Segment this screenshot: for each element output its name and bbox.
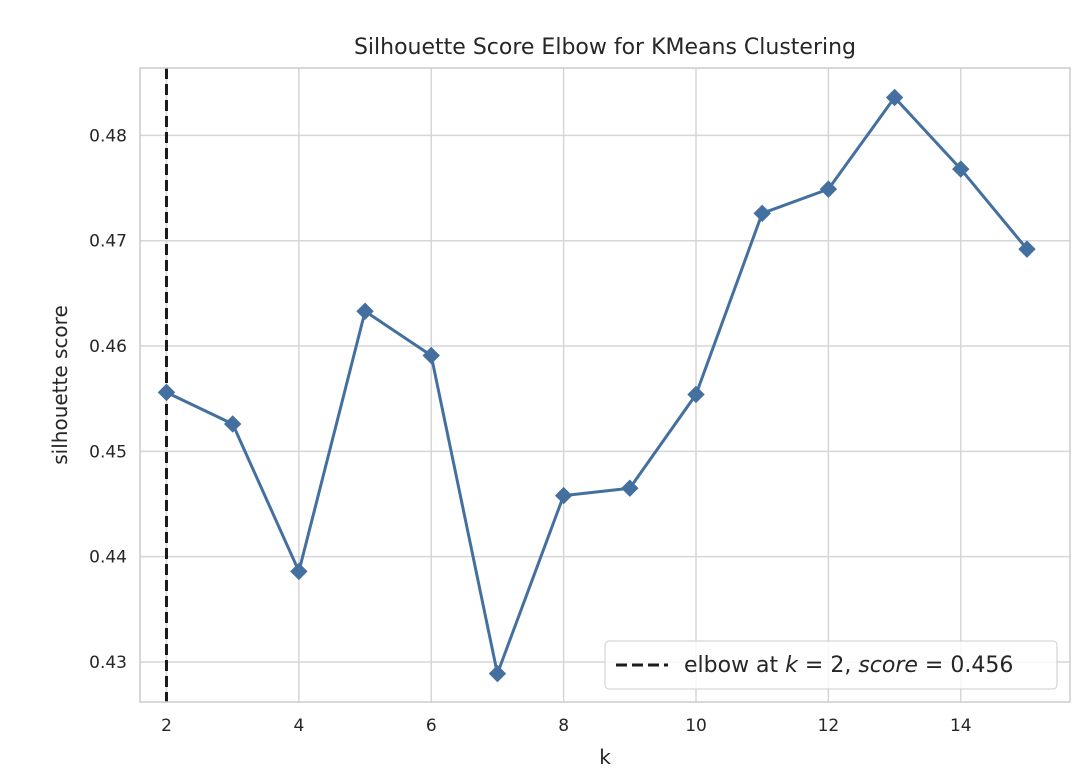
legend-k-value: = 2, — [798, 653, 858, 678]
x-tick-label: 8 — [558, 716, 569, 736]
data-point-marker — [554, 486, 573, 505]
x-tick-label: 12 — [818, 716, 840, 736]
data-point-marker — [157, 383, 176, 402]
series-layer — [157, 88, 1036, 683]
legend-score-value: = 0.456 — [918, 653, 1013, 678]
x-axis-title: k — [599, 745, 611, 769]
x-tick-label: 10 — [685, 716, 707, 736]
data-point-marker — [223, 415, 242, 433]
data-point-marker — [488, 664, 507, 683]
data-point-marker — [687, 385, 705, 404]
y-tick-label: 0.43 — [89, 653, 127, 673]
chart-title: Silhouette Score Elbow for KMeans Cluste… — [354, 35, 856, 60]
legend-prefix: elbow at — [684, 653, 785, 678]
data-point-marker — [290, 562, 308, 581]
y-tick-label: 0.46 — [89, 337, 127, 357]
legend-label: elbow at k = 2, score = 0.456 — [684, 653, 1013, 678]
y-tick-label: 0.48 — [89, 126, 127, 146]
data-point-marker — [621, 479, 639, 497]
data-point-marker — [885, 88, 904, 107]
x-tick-label: 4 — [293, 716, 304, 736]
data-point-marker — [422, 346, 440, 365]
data-point-marker — [1018, 240, 1036, 258]
series-line — [165, 96, 1029, 676]
plot-frame — [139, 67, 1071, 703]
data-point-marker — [952, 160, 970, 178]
tick-labels: 2 4 6 8 10 12 14 0.43 0.44 0.45 0.46 0.47 0.48 — [89, 126, 971, 736]
x-tick-label: 14 — [950, 716, 972, 736]
grid-lines — [140, 68, 1070, 702]
legend-score-symbol: score — [858, 653, 918, 678]
data-point-marker — [356, 302, 374, 320]
y-tick-label: 0.47 — [89, 232, 127, 252]
x-tick-label: 2 — [161, 716, 172, 736]
y-axis-title: silhouette score — [48, 305, 72, 465]
data-point-marker — [753, 204, 771, 223]
x-tick-label: 6 — [426, 716, 437, 736]
y-tick-label: 0.44 — [89, 548, 127, 568]
legend-box — [604, 640, 1058, 690]
y-tick-label: 0.45 — [89, 442, 127, 462]
data-point-marker — [819, 180, 838, 198]
legend: elbow at k = 2, score = 0.456 — [604, 640, 1058, 690]
legend-k-symbol: k — [785, 653, 799, 678]
